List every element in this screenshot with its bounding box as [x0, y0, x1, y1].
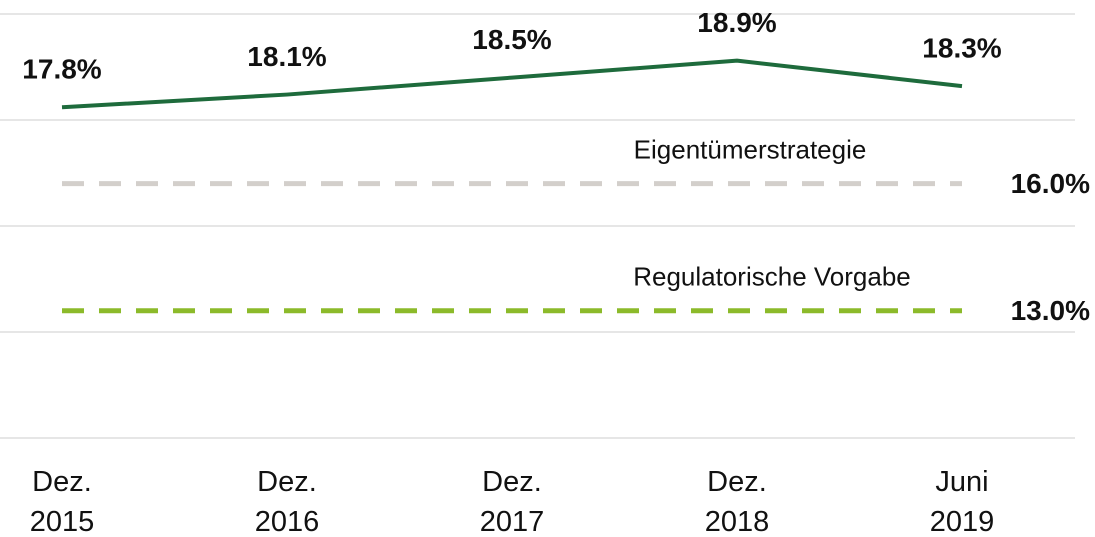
line	[61, 58, 963, 110]
value-label: 18.3%	[922, 32, 1001, 63]
value-label: 18.5%	[472, 24, 551, 55]
value-label: 18.9%	[697, 7, 776, 38]
x-tick-label: Dez. 2015	[30, 466, 95, 537]
x-tick-label: Dez. 2017	[480, 466, 545, 537]
x-tick-label: Dez. 2016	[255, 466, 320, 537]
value-label: 17.8%	[22, 54, 101, 85]
x-tick-label: Dez. 2018	[705, 466, 770, 537]
reference-name: Eigentümerstrategie	[634, 134, 867, 164]
reference-value-label: 13.0%	[1011, 295, 1090, 326]
reference-name: Regulatorische Vorgabe	[633, 262, 911, 292]
reference-value-label: 16.0%	[1011, 168, 1090, 199]
x-tick-label: Juni 2019	[930, 466, 995, 537]
value-label: 18.1%	[247, 41, 326, 72]
